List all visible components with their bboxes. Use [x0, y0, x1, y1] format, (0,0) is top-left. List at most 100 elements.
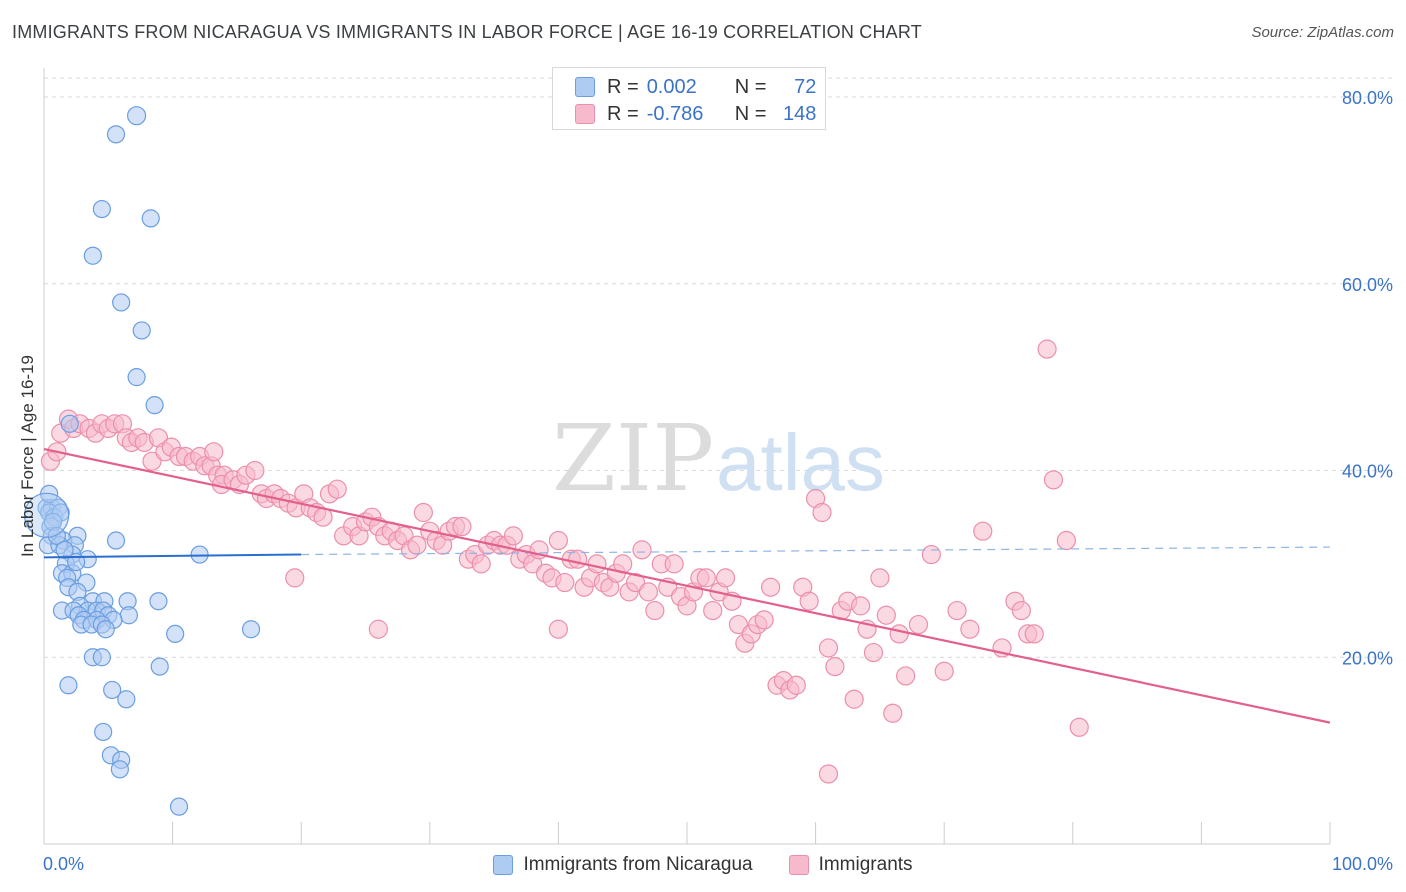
- immigrants-point: [934, 661, 954, 681]
- immigrants-point: [548, 530, 569, 551]
- x-axis-left-label: 0.0%: [43, 854, 84, 874]
- grid-lines: [44, 77, 1393, 658]
- immigrants-point: [1056, 530, 1076, 551]
- nicaragua-point: [145, 396, 164, 415]
- nicaragua-point: [112, 293, 131, 312]
- immigrants-trend-line: [43, 447, 1331, 724]
- y-tick-label: 80.0%: [1342, 88, 1393, 108]
- immigrants-point: [555, 572, 575, 593]
- nicaragua-point-cluster: [23, 492, 70, 538]
- legend-n-label: N =: [734, 102, 767, 125]
- immigrants-point: [142, 451, 162, 471]
- immigrants-points: [40, 339, 1089, 784]
- nicaragua-point: [103, 680, 122, 700]
- legend-row-nicaragua: R = 0.002 N = 72: [575, 74, 816, 100]
- nicaragua-point: [117, 690, 136, 709]
- immigrants-point: [696, 568, 716, 588]
- nicaragua-point: [94, 722, 113, 742]
- legend-label-immigrants: Immigrants: [818, 854, 913, 875]
- axes: [43, 68, 1331, 845]
- immigrants-point: [548, 619, 569, 639]
- legend-n-value: 72: [794, 75, 817, 98]
- immigrants-point: [503, 526, 523, 546]
- immigrants-point: [1043, 470, 1064, 490]
- nicaragua-point: [241, 620, 261, 639]
- x-axis-right-label: 100.0%: [1332, 854, 1393, 874]
- nicaragua-point: [83, 246, 102, 265]
- legend-swatch-pink: [788, 855, 809, 875]
- y-tick-label: 60.0%: [1342, 275, 1393, 295]
- immigrants-point: [452, 516, 472, 537]
- immigrants-point: [1024, 624, 1044, 644]
- watermark-atlas: atlas: [716, 418, 885, 507]
- immigrants-point: [703, 600, 723, 621]
- watermark: ZIP atlas: [552, 405, 885, 512]
- correlation-legend: R = 0.002 N = 72 R = -0.786 N = 148: [552, 67, 826, 130]
- immigrants-point: [876, 605, 896, 625]
- nicaragua-point: [149, 592, 168, 611]
- nicaragua-point: [141, 209, 160, 228]
- immigrants-point: [889, 624, 909, 644]
- nicaragua-point: [150, 657, 169, 676]
- immigrants-point: [851, 596, 871, 616]
- legend-row-immigrants: R = -0.786 N = 148: [575, 101, 816, 127]
- nicaragua-point: [92, 199, 111, 219]
- legend-swatch-pink: [575, 104, 595, 124]
- legend-item-immigrants[interactable]: Immigrants: [788, 854, 913, 876]
- immigrants-point: [204, 442, 224, 462]
- nicaragua-points: [23, 106, 261, 816]
- legend-swatch-blue: [575, 77, 595, 97]
- immigrants-point: [921, 544, 941, 565]
- nicaragua-point: [132, 321, 151, 340]
- immigrants-point: [313, 507, 333, 527]
- nicaragua-point: [127, 368, 146, 387]
- immigrants-point: [960, 619, 980, 639]
- immigrants-point: [715, 568, 736, 588]
- nicaragua-trend-solid: [43, 553, 302, 559]
- immigrants-point: [245, 460, 265, 481]
- immigrants-point: [632, 540, 652, 560]
- y-tick-label: 40.0%: [1342, 462, 1393, 482]
- immigrants-point: [664, 554, 684, 574]
- immigrants-point: [799, 591, 819, 611]
- nicaragua-point: [55, 540, 74, 559]
- immigrants-point: [947, 600, 967, 621]
- legend-n-value: 148: [783, 102, 817, 125]
- immigrants-point: [863, 642, 884, 663]
- y-axis-label: In Labor Force | Age 16-19: [18, 355, 37, 557]
- legend-item-nicaragua[interactable]: Immigrants from Nicaragua: [493, 854, 753, 876]
- immigrants-point: [760, 577, 781, 597]
- nicaragua-point: [96, 620, 115, 639]
- legend-label-nicaragua: Immigrants from Nicaragua: [523, 854, 753, 875]
- immigrants-point: [368, 619, 388, 639]
- legend-r-value: 0.002: [646, 75, 697, 98]
- immigrants-point: [285, 568, 305, 588]
- series-legend: Immigrants from Nicaragua Immigrants: [0, 850, 1406, 880]
- immigrants-point: [908, 614, 929, 635]
- legend-r-value: -0.786: [646, 102, 704, 125]
- immigrants-point: [1069, 717, 1089, 737]
- immigrants-point: [812, 502, 832, 523]
- immigrants-point: [638, 582, 659, 602]
- legend-n-label: N =: [734, 75, 767, 98]
- immigrants-point: [896, 666, 916, 686]
- immigrants-point: [1011, 600, 1031, 621]
- immigrants-point: [471, 554, 491, 574]
- nicaragua-point: [106, 531, 126, 550]
- nicaragua-point: [190, 545, 209, 564]
- legend-swatch-blue: [493, 855, 514, 875]
- nicaragua-point: [59, 676, 78, 695]
- immigrants-point: [818, 764, 839, 784]
- nicaragua-point: [92, 648, 111, 667]
- nicaragua-point: [169, 797, 189, 816]
- immigrants-point: [754, 610, 774, 630]
- nicaragua-trend-dashed: [301, 546, 1331, 556]
- immigrants-point: [587, 554, 607, 574]
- immigrants-point: [1037, 339, 1057, 359]
- nicaragua-point: [110, 760, 129, 779]
- nicaragua-point: [119, 606, 138, 625]
- immigrants-point: [728, 614, 749, 635]
- immigrants-point: [413, 502, 433, 523]
- nicaragua-point: [106, 125, 126, 144]
